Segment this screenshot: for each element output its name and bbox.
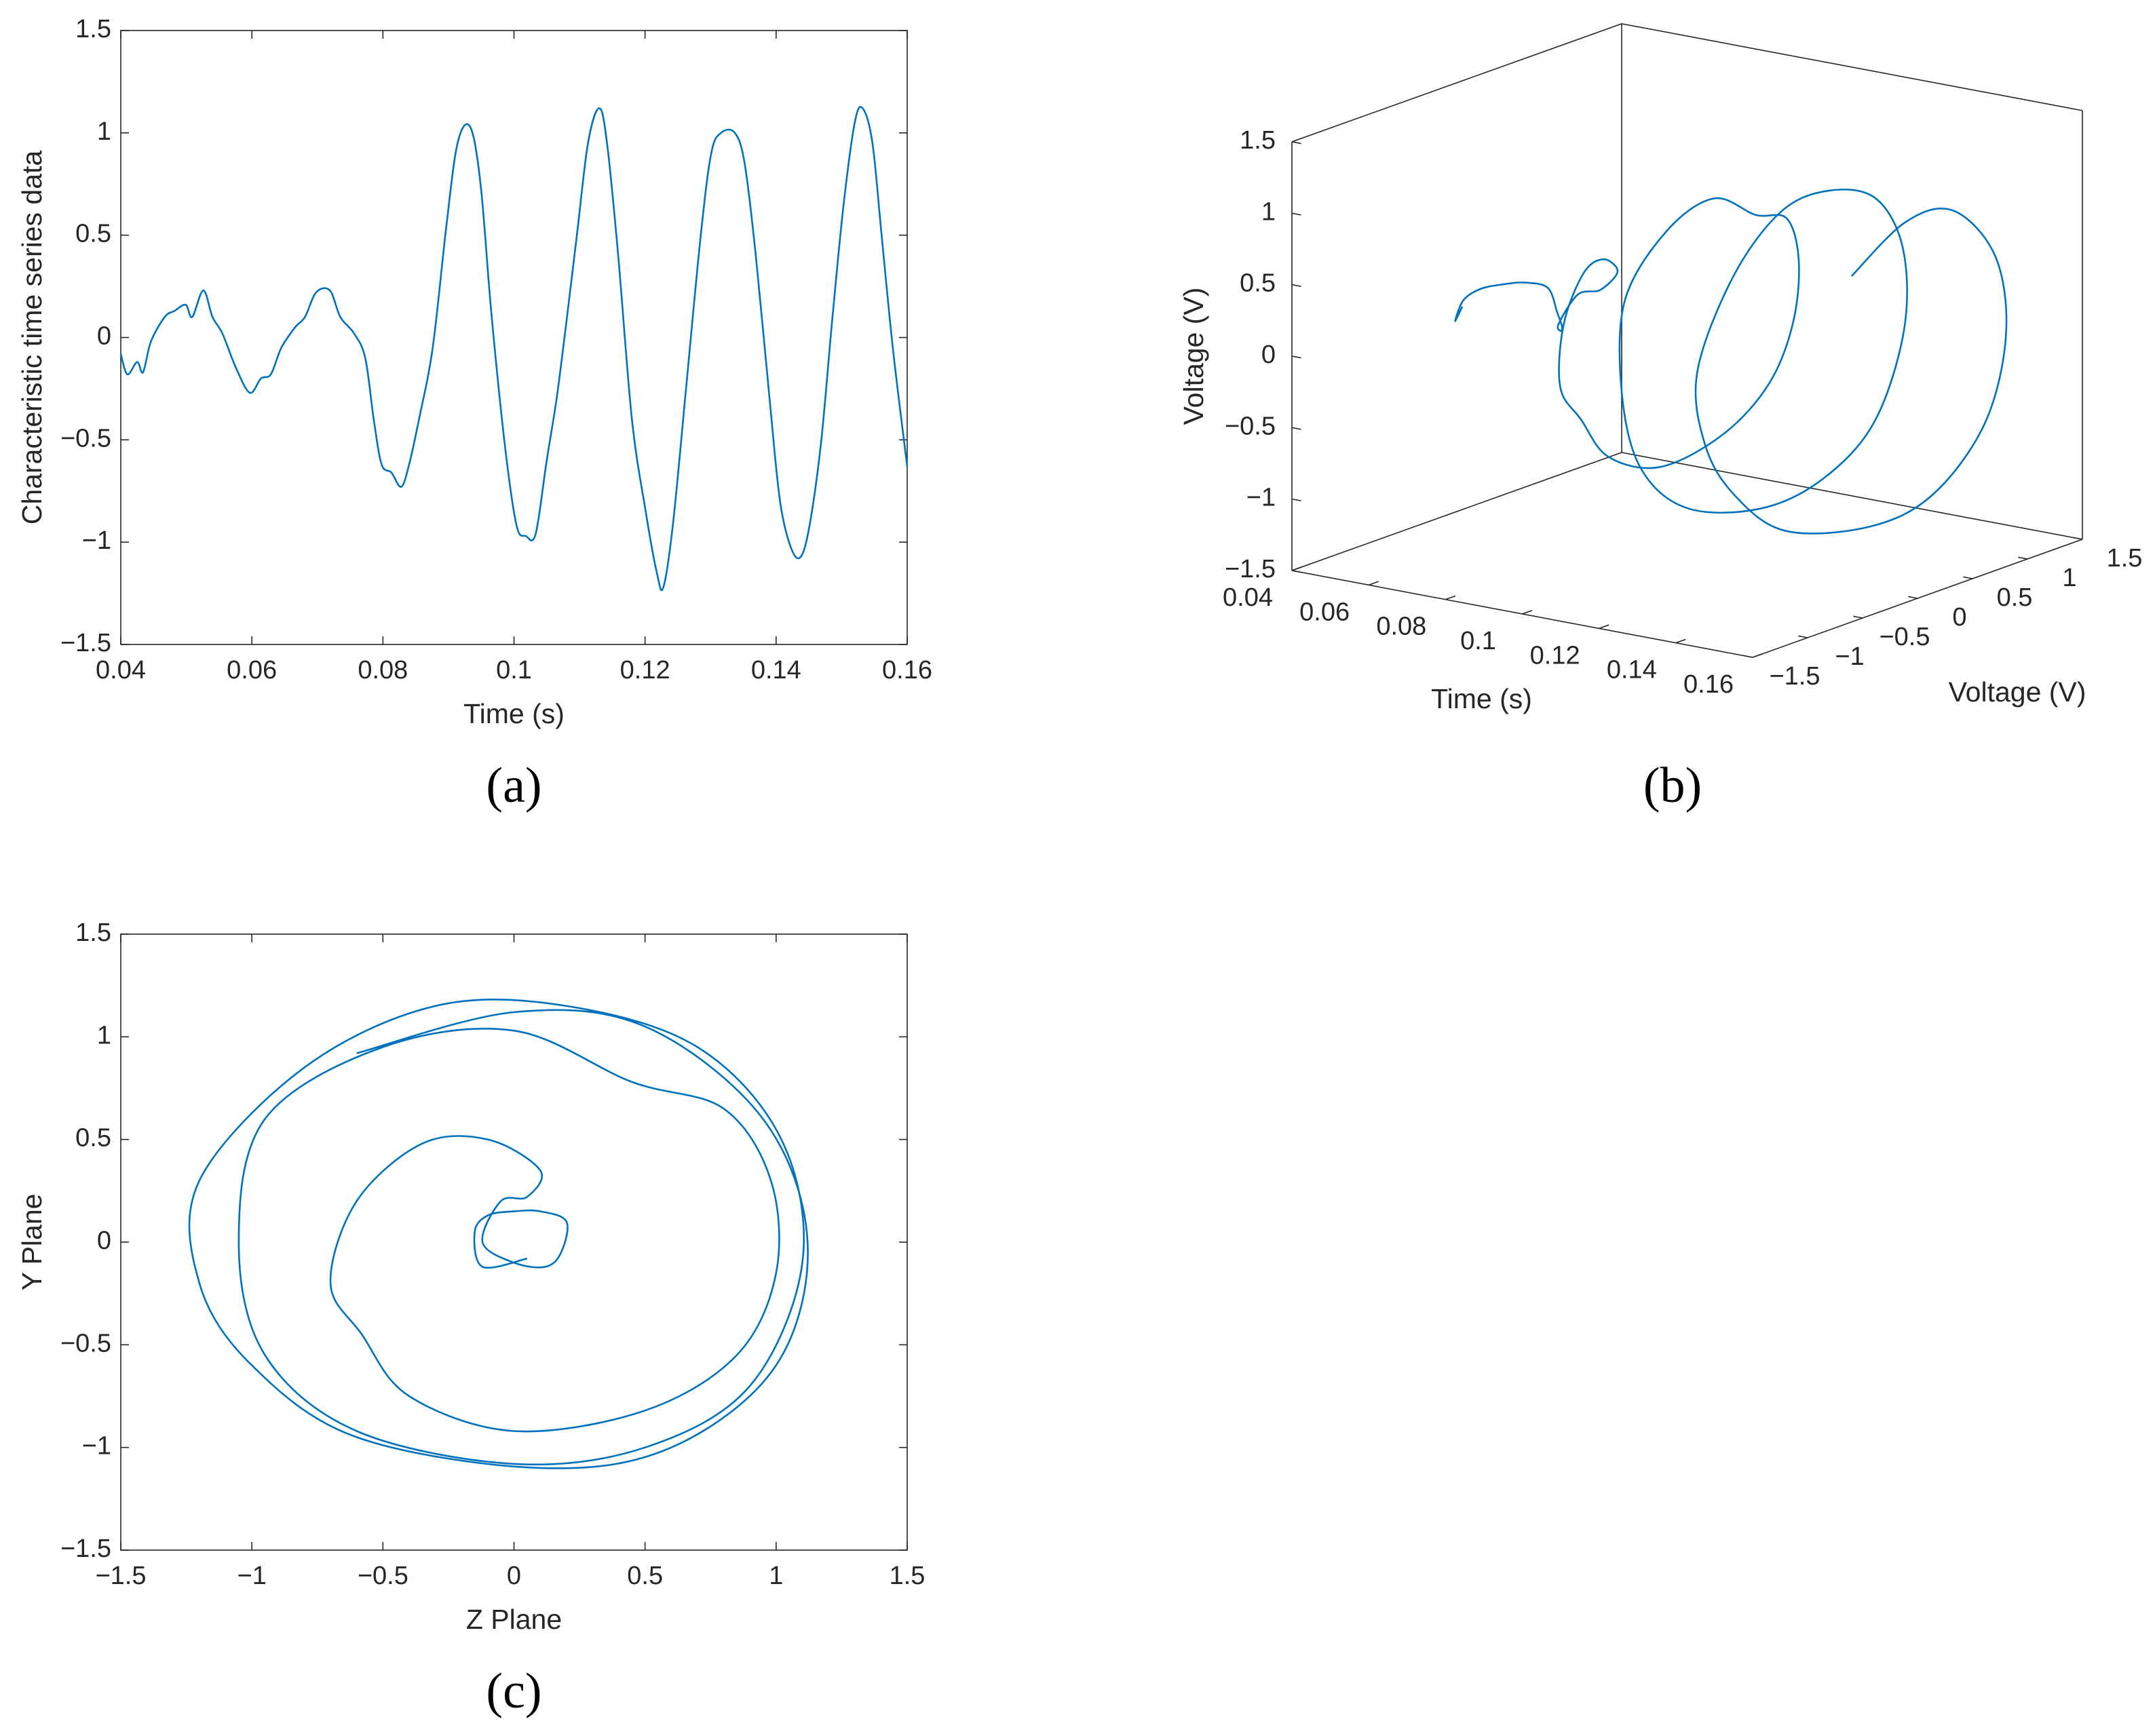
x-tick-label: 0.16 xyxy=(882,656,932,684)
y-tick xyxy=(1853,615,1863,619)
z-tick-label: −1.5 xyxy=(1225,555,1276,583)
x-tick-label: 0.06 xyxy=(227,656,277,684)
x-tick-label: −1 xyxy=(237,1562,267,1590)
x-tick xyxy=(1599,624,1609,630)
y-tick-label: −1 xyxy=(82,1432,111,1461)
z-tick-label: 1.5 xyxy=(1240,126,1276,155)
axis-box-edge xyxy=(1291,23,1622,142)
y-tick-label: 1 xyxy=(2062,564,2076,592)
x-tick-label: 0.08 xyxy=(1376,613,1426,641)
y-tick xyxy=(1908,596,1918,599)
x-tick-label: −0.5 xyxy=(358,1562,408,1590)
x-tick-label: 0.12 xyxy=(1530,641,1580,670)
z-tick-label: −0.5 xyxy=(1225,412,1276,440)
x-tick-label: 0.14 xyxy=(1607,656,1657,684)
axis-box-edge xyxy=(1621,452,2083,540)
x-tick-label: 1.5 xyxy=(890,1562,926,1590)
data-line xyxy=(188,999,809,1469)
x-axis-label: Time (s) xyxy=(463,698,565,729)
x-tick xyxy=(1752,653,1763,658)
data-line xyxy=(119,106,909,592)
y-tick-label: 0.5 xyxy=(75,220,111,248)
y-tick xyxy=(2018,556,2028,560)
y-axis-label: Voltage (V) xyxy=(1949,676,2086,708)
z-tick xyxy=(1291,570,1301,573)
z-tick xyxy=(1291,355,1301,359)
y-tick-label: 0 xyxy=(97,322,111,351)
y-tick-label: 1.5 xyxy=(75,919,111,947)
z-tick-label: 0.5 xyxy=(1240,269,1276,298)
data-line-3d xyxy=(1454,189,2008,535)
y-tick-label: 1 xyxy=(97,117,111,146)
x-axis-label: Z Plane xyxy=(466,1604,562,1635)
y-tick-label: −1 xyxy=(82,526,111,555)
z-axis-label: Voltage (V) xyxy=(1178,288,1209,425)
x-tick-label: 0.06 xyxy=(1299,598,1350,626)
x-tick-label: 0.12 xyxy=(620,656,670,684)
y-tick-label: 1 xyxy=(97,1021,111,1049)
y-axis-label: Y Plane xyxy=(16,1194,47,1291)
y-tick-label: 0.5 xyxy=(75,1124,111,1153)
y-tick-label: −0.5 xyxy=(60,1329,111,1357)
y-tick-label: −1.5 xyxy=(60,629,111,657)
x-tick-label: −1.5 xyxy=(95,1562,146,1590)
x-tick-label: 0.04 xyxy=(1223,583,1273,612)
x-tick-label: 1 xyxy=(769,1562,783,1590)
axis-box-edge xyxy=(1621,23,2083,111)
y-tick-label: 1.5 xyxy=(2107,544,2143,573)
y-tick xyxy=(1963,576,1973,579)
axis-box-edge xyxy=(1291,452,1622,571)
x-tick-label: 0.14 xyxy=(751,656,801,684)
x-tick-label: 0.1 xyxy=(1460,627,1496,655)
x-tick-label: 0.16 xyxy=(1683,670,1734,699)
x-tick xyxy=(1368,581,1379,586)
x-tick-label: 0.08 xyxy=(358,656,408,684)
x-tick-label: 0.1 xyxy=(496,656,532,684)
y-tick-label: −1 xyxy=(1835,642,1864,671)
x-tick xyxy=(1522,610,1533,615)
z-tick xyxy=(1291,498,1301,502)
plot-frame xyxy=(120,30,908,645)
y-axis-label: Characteristic time series data xyxy=(16,151,47,525)
y-tick xyxy=(1743,655,1753,658)
x-tick xyxy=(1675,638,1686,644)
z-tick xyxy=(1291,212,1301,216)
x-tick xyxy=(1291,566,1302,571)
x-tick-label: 0.5 xyxy=(627,1562,663,1590)
y-tick xyxy=(1798,635,1808,638)
panel-label: (a) xyxy=(486,758,541,813)
y-tick xyxy=(2073,537,2083,540)
panel-label: (c) xyxy=(486,1663,541,1719)
y-tick-label: −1.5 xyxy=(60,1535,111,1563)
y-tick-label: 0 xyxy=(1952,603,1966,632)
y-tick-label: 1.5 xyxy=(75,15,111,43)
panel-label: (b) xyxy=(1643,758,1702,813)
x-axis-label: Time (s) xyxy=(1431,683,1532,714)
z-tick-label: 1 xyxy=(1261,197,1276,226)
y-tick-label: 0 xyxy=(97,1227,111,1255)
z-tick xyxy=(1291,141,1301,144)
y-tick-label: −0.5 xyxy=(1879,623,1930,651)
z-tick xyxy=(1291,427,1301,430)
z-tick xyxy=(1291,284,1301,288)
y-tick-label: −1.5 xyxy=(1769,662,1820,691)
x-tick-label: 0 xyxy=(507,1562,521,1590)
x-tick-label: 0.04 xyxy=(96,656,146,684)
y-tick-label: −0.5 xyxy=(60,424,111,452)
y-tick-label: 0.5 xyxy=(1997,583,2033,612)
x-tick xyxy=(1445,595,1456,600)
z-tick-label: 0 xyxy=(1261,341,1276,369)
z-tick-label: −1 xyxy=(1246,484,1276,512)
